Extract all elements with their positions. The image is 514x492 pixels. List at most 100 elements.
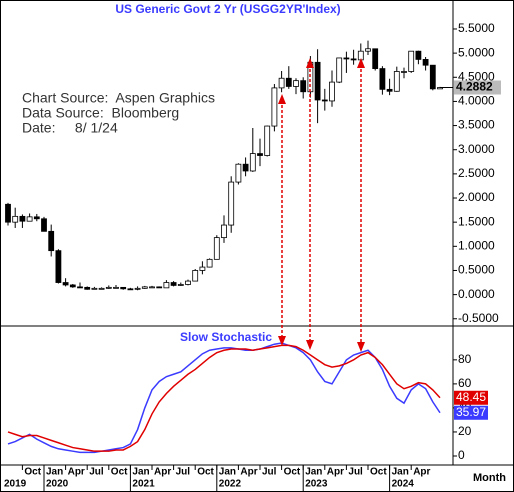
y-tick-label: 3.5000 (458, 118, 495, 132)
annotation: Data Source: Bloomberg (22, 105, 179, 121)
x-tick-label: Jan (392, 467, 409, 478)
candle-body (5, 203, 11, 223)
y-tick-label: 3.0000 (458, 142, 495, 156)
candle-body (213, 237, 220, 260)
stochastic-line (7, 342, 441, 454)
candle-body (134, 287, 141, 290)
candle-body (120, 286, 127, 290)
candle-body (379, 68, 386, 90)
x-tick-label: Apr (413, 467, 430, 478)
candle-body (285, 77, 292, 87)
candle-body (415, 50, 422, 60)
candle-body (62, 282, 69, 286)
annotation-arrows (278, 58, 365, 352)
candle-body (127, 288, 134, 291)
year-label: 2021 (132, 479, 155, 490)
candle-body (228, 181, 235, 226)
x-tick-label: Oct (24, 467, 41, 478)
candle-body (192, 270, 199, 282)
candle-body (278, 77, 285, 89)
last-value-label: 4.2882 (456, 80, 493, 94)
y-tick-label: 20 (458, 424, 472, 438)
y-tick-label: 80 (458, 352, 472, 366)
candle-body (429, 64, 436, 90)
last-value-badge (454, 80, 501, 95)
candle-body (149, 286, 155, 289)
y-tick-label: 5.0000 (458, 45, 495, 59)
candle-body (91, 287, 98, 290)
candle-body (343, 57, 350, 60)
y-tick-label: 1.0000 (458, 238, 495, 252)
annotation: Date: 8/ 1/24 (22, 120, 118, 136)
year-label: 2020 (46, 479, 69, 490)
x-tick-label: Jan (219, 467, 236, 478)
candle-body (329, 81, 335, 102)
candle-body (365, 48, 371, 52)
candle-body (105, 286, 112, 289)
year-label: 2019 (4, 479, 27, 490)
candle-body (199, 266, 206, 271)
y-tick-label: 0.0000 (458, 287, 495, 301)
x-tick-label: Jul (348, 467, 363, 478)
y-tick-label: 2.5000 (458, 166, 495, 180)
chart-title: US Generic Govt 2 Yr (USGG2YR'Index) (115, 2, 340, 16)
x-tick-label: Apr (240, 467, 257, 478)
candle-body (163, 282, 170, 289)
marks: -0.5000 0.0000 0.5000 1.0000 1.5000 2.0000 2.5… (4, 21, 501, 491)
candle-body (33, 216, 40, 220)
candle-body (48, 230, 55, 252)
x-tick-label: Apr (154, 467, 171, 478)
candle-body (141, 286, 148, 289)
x-tick-label: Jul (262, 467, 277, 478)
candle-body (293, 80, 299, 87)
candle-body (41, 218, 47, 232)
candle-body (408, 50, 415, 72)
x-tick-label: Oct (370, 467, 387, 478)
y-tick-label: 60 (458, 376, 472, 390)
candle-body (321, 99, 328, 102)
candle-body (156, 286, 163, 289)
x-tick-label: Jul (176, 467, 191, 478)
candle-body (84, 286, 91, 290)
last-value-badge (454, 390, 488, 405)
x-tick-label: Jul (89, 467, 104, 478)
candle-body (372, 48, 379, 69)
candle-body (19, 215, 26, 222)
candle-body (249, 153, 256, 172)
candle-body (314, 61, 321, 101)
y-tick-label: 4.0000 (458, 94, 495, 108)
candle-body (113, 286, 119, 289)
candle-body (177, 284, 184, 286)
candle-body (221, 224, 227, 239)
candle-body (271, 87, 278, 127)
last-value-label: 48.45 (456, 390, 486, 404)
candle-body (77, 286, 83, 289)
candle-body (300, 80, 307, 93)
x-tick-label: Oct (284, 467, 301, 478)
candle-body (55, 250, 62, 283)
last-value-badge (454, 405, 488, 420)
y-tick-label: 5.5000 (458, 21, 495, 35)
x-tick-label: Apr (327, 467, 344, 478)
x-tick-label: Oct (197, 467, 214, 478)
candle-body (386, 88, 393, 92)
stochastic-line (7, 344, 441, 452)
y-tick-label: -0.5000 (458, 311, 499, 325)
x-axis-label: Month (473, 472, 506, 484)
x-tick-label: Jan (305, 467, 322, 478)
candle-body (401, 71, 407, 73)
candle-body (242, 163, 249, 172)
year-label: 2022 (219, 479, 242, 490)
candle-body (393, 71, 400, 92)
candle-body (12, 215, 19, 223)
y-tick-label: 0 (458, 448, 465, 462)
candle-body (336, 57, 343, 83)
candle-body (264, 125, 271, 156)
x-tick-label: Jan (46, 467, 63, 478)
candle-body (185, 280, 191, 285)
candle-body (350, 58, 357, 61)
year-label: 2023 (305, 479, 328, 490)
annotation: Chart Source: Aspen Graphics (22, 90, 215, 106)
